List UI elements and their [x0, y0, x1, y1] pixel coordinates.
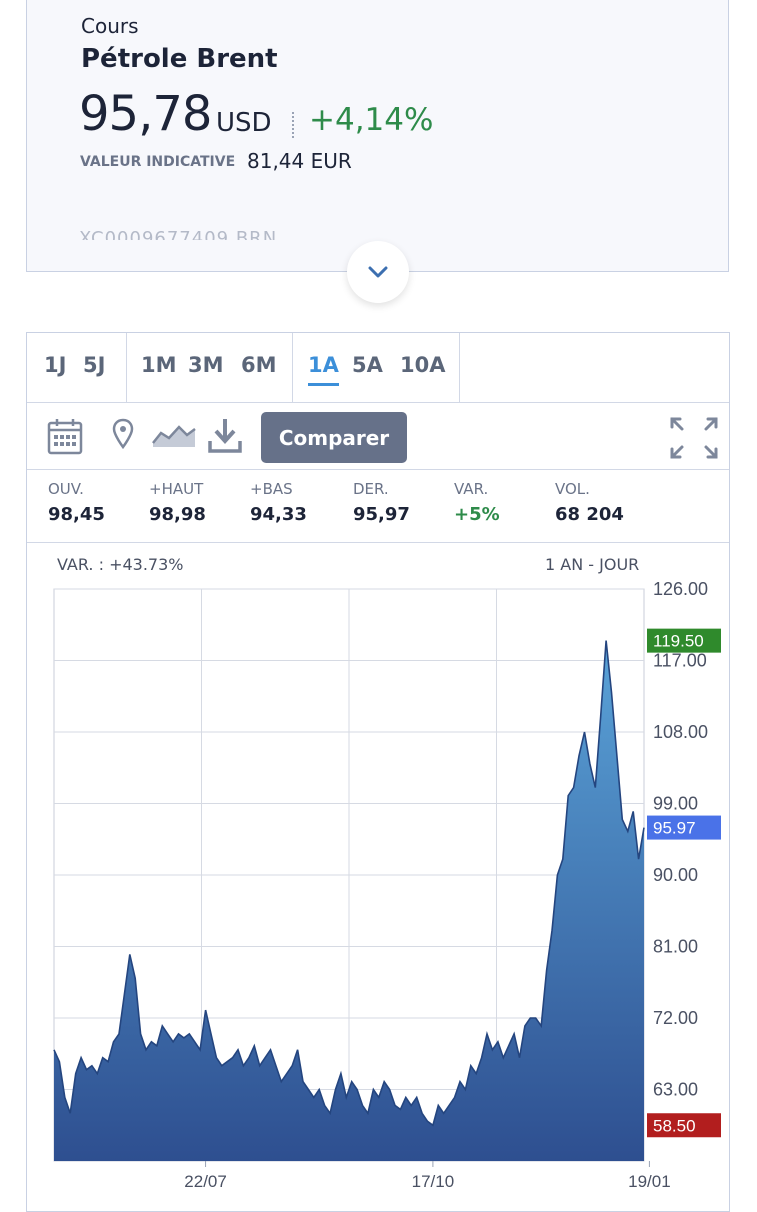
chart-module: 1J 5J 1M 3M 6M 1A 5A 10A [26, 332, 730, 1212]
high-price-pill-text: 119.50 [653, 632, 704, 651]
stat-low: +BAS 94,33 [250, 480, 307, 525]
stat-variation: VAR. +5% [454, 480, 500, 525]
high-price-pill [647, 628, 721, 653]
pin-icon[interactable] [111, 417, 135, 457]
stats-row: OUV. 98,45 +HAUT 98,98 +BAS 94,33 DER. 9… [27, 470, 729, 543]
last-price-pill-text: 95.97 [653, 819, 696, 838]
price-currency: USD [216, 108, 272, 138]
period-1j[interactable]: 1J [44, 353, 67, 377]
current-price: 95,78 [79, 86, 212, 142]
last-price-pill [647, 815, 721, 840]
price-line [53, 640, 645, 1127]
quote-label: Cours [81, 14, 139, 38]
period-5j[interactable]: 5J [83, 353, 106, 377]
period-5a[interactable]: 5A [352, 353, 383, 377]
indicative-value: 81,44 EUR [247, 149, 352, 173]
expand-button[interactable] [347, 241, 409, 303]
price-area [54, 640, 644, 1161]
x-tick-label: 22/07 [184, 1172, 227, 1191]
period-selector [27, 333, 460, 403]
compare-button[interactable]: Comparer [261, 412, 407, 463]
chart-variation: VAR. : +43.73% [57, 555, 184, 574]
y-tick-label: 126.00 [653, 579, 708, 599]
period-6m[interactable]: 6M [241, 353, 277, 377]
chevron-down-icon [368, 266, 388, 278]
calendar-icon[interactable] [47, 417, 83, 459]
stat-open: OUV. 98,45 [48, 480, 105, 525]
stat-volume: VOL. 68 204 [555, 480, 624, 525]
period-3m[interactable]: 3M [188, 353, 224, 377]
y-tick-label: 108.00 [653, 722, 708, 742]
period-1m[interactable]: 1M [141, 353, 177, 377]
period-1a[interactable]: 1A [308, 353, 339, 386]
download-icon[interactable] [207, 417, 243, 459]
y-tick-label: 90.00 [653, 865, 698, 885]
price-change: +4,14% [309, 102, 434, 138]
x-tick-label: 17/10 [412, 1172, 455, 1191]
y-tick-label: 63.00 [653, 1080, 698, 1100]
indicative-value-label: VALEUR INDICATIVE [80, 154, 236, 170]
fullscreen-icon[interactable] [668, 415, 720, 465]
x-tick-label: 19/01 [628, 1172, 671, 1191]
isin-code: XC0009677409 BRN [79, 228, 278, 240]
chart-type-icon[interactable] [151, 417, 197, 457]
y-tick-label: 81.00 [653, 937, 698, 957]
y-tick-label: 117.00 [653, 651, 707, 671]
y-tick-label: 99.00 [653, 794, 698, 814]
chart-range: 1 AN - JOUR [545, 555, 640, 574]
price-chart[interactable]: 126.00 117.00 108.00 99.00 90.00 81.00 72.00 63… [27, 333, 729, 1203]
stat-last: DER. 95,97 [353, 480, 410, 525]
low-price-pill-text: 58.50 [653, 1116, 696, 1135]
period-10a[interactable]: 10A [400, 353, 446, 377]
instrument-name: Pétrole Brent [81, 44, 278, 74]
stat-high: +HAUT 98,98 [149, 480, 206, 525]
chart-toolbar: Comparer [27, 403, 729, 470]
low-price-pill [647, 1113, 721, 1138]
y-tick-label: 72.00 [653, 1008, 698, 1028]
quote-card: Cours Pétrole Brent 95,78 USD +4,14% VAL… [26, 0, 729, 272]
divider [292, 112, 294, 138]
